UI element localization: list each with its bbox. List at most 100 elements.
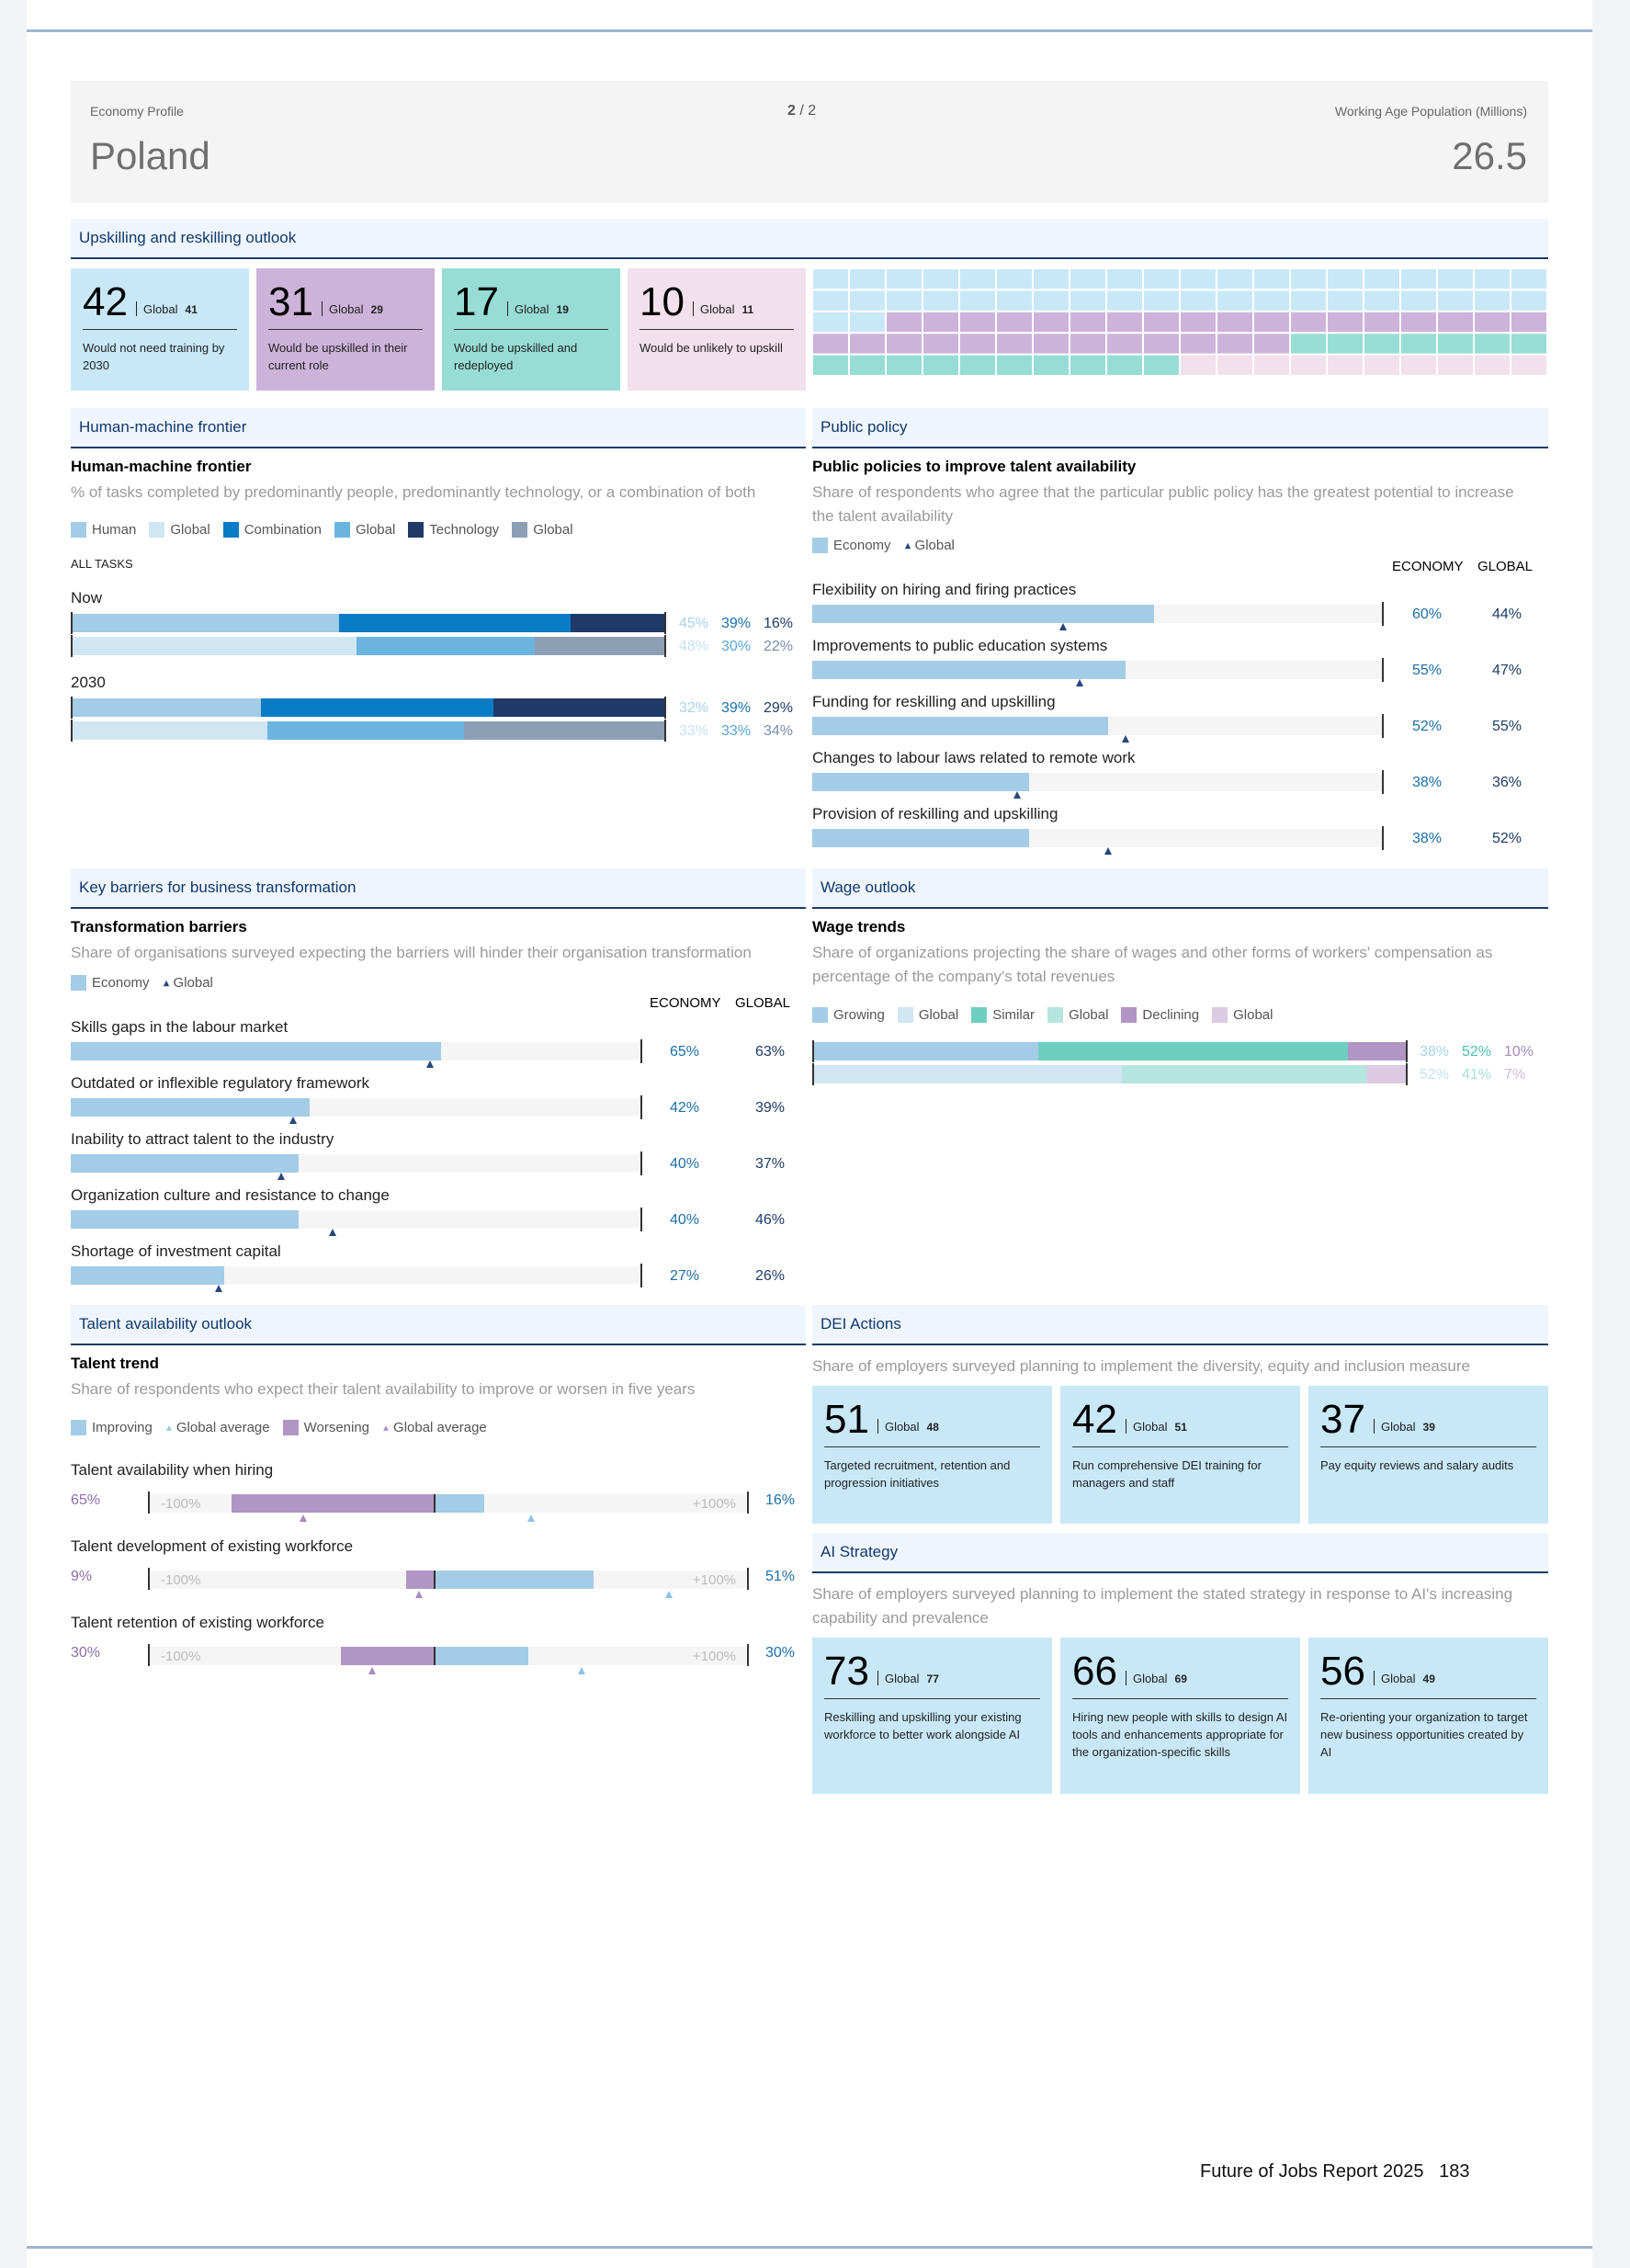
policy-bar-global-value: 36% [1491,775,1522,790]
report-page: Economy Profile Poland 2 / 2 Working Age… [27,0,1592,2268]
section-dei: DEI Actions [812,1305,1548,1345]
section-wage: Wage outlook [812,868,1548,909]
waffle-cell [1291,269,1326,289]
policy-bar-end-tick [1382,602,1384,626]
hmf-legend-label: Global [170,522,210,538]
policy-bar-economy-value: 60% [1411,607,1443,622]
barrier-bar-fill [71,1042,441,1060]
hmf-legend-swatch [512,522,528,538]
upskilling-card-0-value-row: 42 Global 41 [83,281,237,323]
hmf-legend-label: Combination [243,522,322,538]
hmf-bar-segment [71,614,339,632]
upskilling-card-0: 42 Global 41 Would not need training by 203… [71,268,249,391]
policy-bar-fill [812,605,1154,623]
wage-legend-swatch [971,1007,988,1023]
dei-card-1: 42 Global 51 Run comprehensive DEI training… [1060,1386,1300,1524]
policy-bar-global-value: 44% [1491,607,1522,622]
hmf-legend-swatch [334,522,350,538]
waffle-cell [1475,312,1510,333]
hmf-legend: Human Global Combination Global Technology Gl… [71,522,586,538]
barrier-bar-label: Inability to attract talent to the indus… [71,1130,334,1148]
waffle-cell [887,355,922,375]
hmf-subtitle: % of tasks completed by predominantly pe… [71,483,756,501]
page-indicator: 2 / 2 [787,103,817,119]
policy-bar-economy-value: 52% [1411,719,1443,734]
barrier-bar-track [71,1154,640,1173]
ai-card-0-global-value: 77 [926,1673,939,1685]
policy-bar-label: Improvements to public education systems [812,637,1108,654]
waffle-cell [887,334,922,354]
upskilling-card-2-rule [454,329,608,330]
dei-card-1-global-label: Global [1132,1420,1168,1434]
dei-card-2-value: 37 [1320,1397,1365,1442]
dei-card-2-global-value: 39 [1422,1421,1435,1434]
upskilling-card-3-text: Would be unlikely to upskill [640,341,783,355]
policy-bar-fill [812,773,1029,791]
policy-bar-track [812,717,1382,735]
waffle-cell [1181,355,1216,375]
waffle-cell [1511,290,1546,311]
talent-label: Talent retention of existing workforce [71,1614,324,1631]
upskilling-card-3-global-label: Global [699,302,735,316]
policy-bar-global-value: 52% [1491,831,1522,846]
policy-bar-economy-value: 38% [1411,775,1443,790]
hmf-bar-end-tick [664,635,666,657]
upskilling-card-2-global-value: 19 [556,303,569,316]
wage-bar-segment [812,1065,1122,1083]
ai-card-2-global-value: 49 [1422,1673,1435,1685]
hmf-bar-value: 22% [764,639,794,654]
talent-neg-label: -100% [161,1572,201,1588]
hmf-bar-segment [71,698,262,717]
policy-title: Public policies to improve talent availa… [812,458,1137,475]
wage-bar-end-tick [1406,1063,1408,1085]
ai-subtitle: Share of employers surveyed planning to … [812,1585,1513,1627]
upskilling-card-2-value-row: 17 Global 19 [454,281,608,323]
barrier-bar-economy-value: 40% [669,1212,700,1228]
waffle-cell [1401,355,1436,375]
upskilling-card-0-global-label: Global [142,302,178,316]
talent-center-line [434,1571,436,1589]
ai-card-2-value: 56 [1320,1649,1365,1694]
hmf-legend-item: Global [149,522,210,538]
section-human-machine: Human-machine frontier [71,408,806,448]
waffle-cell [1291,290,1326,311]
upskilling-card-0-divider [135,301,137,316]
waffle-cell [1254,334,1289,354]
barriers-legend: Economy Global [71,975,226,991]
waffle-cell [1328,355,1363,375]
policy-bar-track [812,661,1382,679]
waffle-cell [1254,312,1289,333]
talent-end-tick [747,1644,749,1666]
ai-card-2-rule [1320,1698,1536,1699]
wage-bar-start-tick [812,1063,814,1085]
all-tasks-label: ALL TASKS [71,557,133,571]
policy-bar-global-value: 55% [1491,719,1522,734]
barriers-col-global: GLOBAL [735,995,791,1011]
barrier-bar-label: Outdated or inflexible regulatory framew… [71,1074,370,1092]
waffle-cell [1034,312,1069,333]
talent-end-tick [747,1491,749,1514]
talent-center-line [434,1647,436,1665]
hmf-bar-segment [266,721,464,740]
profile-header: Economy Profile Poland 2 / 2 Working Age… [71,81,1548,203]
waffle-cell [997,355,1032,375]
talent-neg-label: -100% [161,1649,201,1664]
waffle-cell [813,334,848,354]
waffle-cell [1328,312,1363,333]
wage-bar-segment [1038,1042,1349,1060]
dei-subtitle: Share of employers surveyed planning to … [812,1357,1470,1375]
hmf-bar-segment [535,637,666,655]
dei-card-0-global-label: Global [884,1420,920,1434]
waffle-cell [850,290,885,311]
barrier-bar-end-tick [640,1208,642,1231]
barrier-bar-economy-value: 65% [669,1044,700,1060]
ai-card-1-global-label: Global [1132,1672,1168,1685]
talent-subtitle: Share of respondents who expect their ta… [71,1380,696,1398]
barrier-bar-label: Organization culture and resistance to c… [71,1186,390,1204]
talent-global-improve-marker [665,1591,673,1598]
waffle-cell [1364,269,1399,289]
waffle-cell [1328,269,1363,289]
dei-card-0: 51 Global 48 Targeted recruitment, retentio… [812,1386,1052,1524]
hmf-bar-value: 48% [679,639,709,654]
hmf-bar-value: 32% [679,700,709,716]
